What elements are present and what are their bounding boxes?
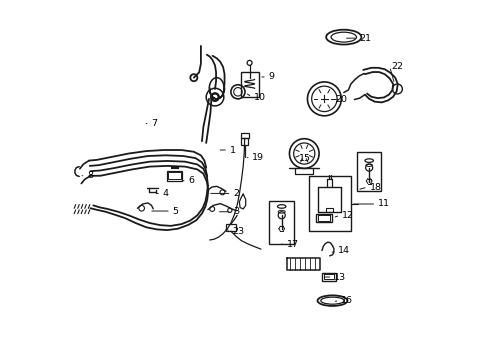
Bar [269,201,294,243]
Text: 1: 1 [230,145,236,154]
Bar [318,215,330,221]
Bar [326,207,333,212]
Bar [322,273,336,280]
Text: 20: 20 [336,95,348,104]
Bar [167,171,182,181]
Bar [241,133,248,138]
Text: 21: 21 [360,34,371,43]
Text: 16: 16 [342,296,353,305]
Text: 18: 18 [369,183,382,192]
Text: 7: 7 [151,119,157,128]
Text: 19: 19 [252,153,265,162]
Text: 23: 23 [233,227,245,236]
Text: 13: 13 [334,273,346,282]
Text: 6: 6 [189,176,195,185]
Text: 11: 11 [378,199,390,208]
Text: 14: 14 [338,246,350,255]
Text: 4: 4 [163,189,169,198]
Text: 3: 3 [233,207,240,216]
Text: 2: 2 [233,189,239,198]
Bar [168,172,181,179]
Bar [309,176,351,231]
Bar [226,224,236,231]
Text: 5: 5 [172,207,179,216]
Text: 15: 15 [299,154,311,163]
Bar [241,72,259,97]
Bar [242,138,248,145]
Text: 10: 10 [254,93,266,102]
Text: 22: 22 [392,62,403,71]
Text: 8: 8 [87,171,93,180]
Text: 12: 12 [342,211,354,220]
Bar [357,152,381,190]
Text: 17: 17 [287,240,299,249]
Text: 9: 9 [269,72,274,81]
Bar [316,213,333,222]
Bar [324,274,334,279]
